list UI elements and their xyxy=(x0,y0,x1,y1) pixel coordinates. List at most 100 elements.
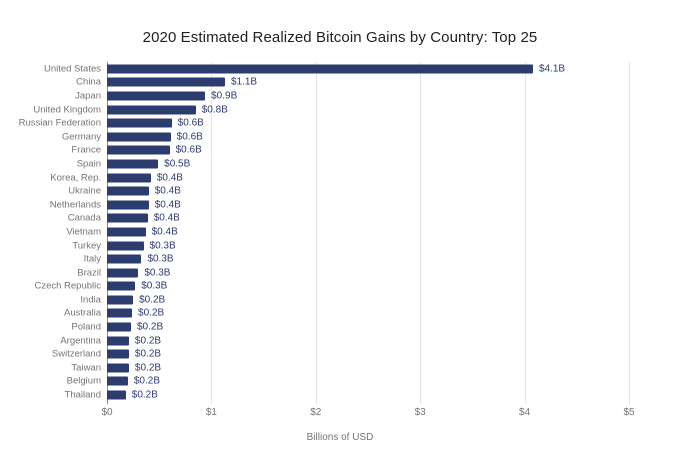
category-label: Belgium xyxy=(66,375,101,387)
bar-row: Japan $0.9B xyxy=(75,89,629,103)
bar xyxy=(107,336,129,346)
bar-row: Switzerland $0.2B xyxy=(52,347,629,361)
category-label: Canada xyxy=(67,212,101,224)
category-label: India xyxy=(80,294,101,306)
bar xyxy=(107,295,134,305)
category-label: Switzerland xyxy=(51,348,101,360)
gridline xyxy=(315,62,317,404)
category-label: United States xyxy=(43,63,101,75)
bar-row: Turkey $0.3B xyxy=(72,239,629,253)
bar xyxy=(107,376,128,386)
value-label: $0.6B xyxy=(176,131,203,143)
bar-row: Russian Federation $0.6B xyxy=(19,116,629,130)
bar-row: Belgium $0.2B xyxy=(67,375,629,389)
gridline xyxy=(211,62,213,404)
bar xyxy=(107,308,133,318)
value-label: $0.3B xyxy=(144,267,171,279)
bar-row: Spain $0.5B xyxy=(77,157,629,171)
bar xyxy=(107,349,129,359)
category-label: Argentina xyxy=(60,335,101,347)
bar xyxy=(107,105,196,115)
bar xyxy=(107,145,170,155)
bar xyxy=(107,390,126,400)
bar-row: France $0.6B xyxy=(71,144,629,158)
value-label: $0.8B xyxy=(201,104,228,116)
bar-row: Taiwan $0.2B xyxy=(71,361,629,375)
bar-row: Vietnam $0.4B xyxy=(66,225,629,239)
x-tick-label: $3 xyxy=(414,407,426,418)
bar xyxy=(107,200,149,210)
bar xyxy=(107,173,151,183)
value-label: $0.4B xyxy=(154,199,181,211)
bar xyxy=(107,322,131,332)
x-tick-label: $4 xyxy=(519,407,531,418)
bar xyxy=(107,77,225,87)
bar-row: Czech Republic $0.3B xyxy=(34,280,629,294)
value-label: $0.2B xyxy=(138,307,165,319)
category-label: Australia xyxy=(64,307,101,319)
x-tick-label: $0 xyxy=(101,407,113,418)
category-label: Poland xyxy=(71,321,101,333)
bar-row: China $1.1B xyxy=(76,76,629,90)
gridline xyxy=(420,62,422,404)
category-label: Brazil xyxy=(77,267,101,279)
bar xyxy=(107,159,159,169)
bar-row: Canada $0.4B xyxy=(68,212,629,226)
bars-layer: United States $4.1B China $1.1B Japan $0.9B Un… xyxy=(19,62,629,402)
category-label: Germany xyxy=(61,131,101,143)
bar xyxy=(107,281,136,291)
category-label: United Kingdom xyxy=(33,104,101,116)
value-label: $0.2B xyxy=(131,389,158,401)
category-label: Russian Federation xyxy=(18,117,101,129)
value-label: $0.2B xyxy=(134,348,162,360)
value-label: $0.3B xyxy=(147,253,174,265)
x-tick-label: $5 xyxy=(623,407,635,418)
category-label: Japan xyxy=(75,90,101,102)
value-label: $0.4B xyxy=(154,185,181,197)
bar xyxy=(107,363,129,373)
value-label: $0.2B xyxy=(134,362,162,374)
category-label: Turkey xyxy=(72,240,101,252)
gridline xyxy=(629,62,630,404)
value-label: $0.4B xyxy=(156,172,183,184)
x-tick-label: $2 xyxy=(310,407,322,418)
bar-row: Thailand $0.2B xyxy=(65,388,629,402)
bar-row: Poland $0.2B xyxy=(71,320,629,334)
category-label: Thailand xyxy=(64,389,101,401)
bar-row: Italy $0.3B xyxy=(84,252,629,266)
value-label: $0.4B xyxy=(151,226,178,238)
category-label: Czech Republic xyxy=(34,280,101,292)
value-label: $1.1B xyxy=(230,76,258,88)
category-label: Ukraine xyxy=(68,185,101,197)
bar-row: Netherlands $0.4B xyxy=(50,198,629,212)
category-label: France xyxy=(71,144,101,156)
value-label: $0.3B xyxy=(141,280,168,292)
bar-row: Australia $0.2B xyxy=(64,307,629,321)
bar xyxy=(107,64,533,74)
bar xyxy=(107,268,139,278)
bar-row: United Kingdom $0.8B xyxy=(33,103,629,117)
value-label: $0.2B xyxy=(139,294,166,306)
bar xyxy=(107,254,142,264)
bar xyxy=(107,241,144,251)
bar-row: Argentina $0.2B xyxy=(60,334,629,348)
value-label: $0.4B xyxy=(153,212,180,224)
value-label: $0.6B xyxy=(177,117,204,129)
value-label: $0.2B xyxy=(137,321,164,333)
category-label: China xyxy=(76,76,101,88)
bar-row: India $0.2B xyxy=(80,293,629,307)
gridline xyxy=(524,62,526,404)
value-label: $0.2B xyxy=(133,375,161,387)
bar-row: Brazil $0.3B xyxy=(77,266,629,280)
plot-area: United States $4.1B China $1.1B Japan $0.9B Un… xyxy=(19,62,630,404)
x-axis-title: Billions of USD xyxy=(306,432,374,443)
value-label: $0.9B xyxy=(211,90,238,102)
bar xyxy=(107,91,206,101)
chart-title: 2020 Estimated Realized Bitcoin Gains by… xyxy=(142,29,538,46)
value-label: $0.5B xyxy=(164,158,191,170)
bar xyxy=(107,118,172,128)
x-axis-ticks: $0 $1 $2 $3 $4 $5 xyxy=(101,407,634,421)
value-label: $0.2B xyxy=(134,335,162,347)
value-label: $0.3B xyxy=(149,240,176,252)
